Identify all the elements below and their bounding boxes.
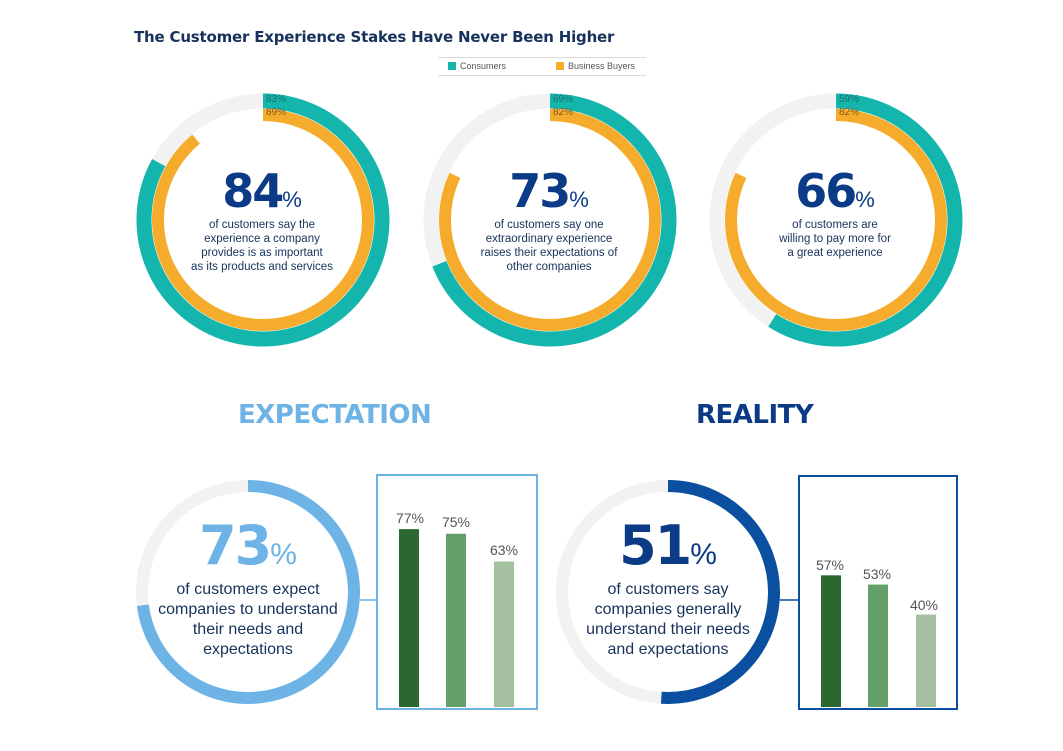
bar <box>821 575 841 707</box>
donut-1-value: 84 <box>222 164 284 218</box>
page-title: The Customer Experience Stakes Have Neve… <box>134 28 615 46</box>
expectation-value: 73 <box>199 514 272 577</box>
donut-buyers-label: 82% <box>839 107 859 118</box>
donut-1-caption-line: provides is as important <box>201 247 323 259</box>
donut-3-text: 66% of customers are willing to pay more… <box>745 168 925 260</box>
reality-caption-line: and expectations <box>607 641 729 658</box>
donut-2-value: 73 <box>509 164 571 218</box>
donut-2-caption-line: raises their expectations of <box>480 247 618 259</box>
expectation-caption-line: of customers expect <box>176 581 320 598</box>
reality-heading: REALITY <box>696 400 814 430</box>
donut-consumers-label: 83% <box>266 94 286 105</box>
expectation-caption-line: expectations <box>203 641 293 658</box>
donut-2-caption: of customers say one extraordinary exper… <box>459 218 639 274</box>
donut-consumers-arc <box>136 93 390 347</box>
bar <box>399 529 419 707</box>
bar <box>868 584 888 707</box>
reality-bar-label: 53% <box>862 566 892 582</box>
reality-bar-label: 40% <box>909 597 939 613</box>
donut-buyers-arc <box>152 109 374 331</box>
legend-label-buyers: Business Buyers <box>568 61 636 71</box>
reality-value: 51 <box>619 514 692 577</box>
legend-swatch-consumers <box>448 62 456 70</box>
donut-3-caption-line: of customers are <box>792 219 878 231</box>
expectation-heading: EXPECTATION <box>238 400 432 430</box>
donut-consumers-label: 69% <box>553 94 573 105</box>
legend-label-consumers: Consumers <box>460 61 507 71</box>
expectation-bar-label: 75% <box>441 514 471 530</box>
big-circle-arc <box>136 480 360 704</box>
donut-consumers-arc <box>432 93 677 347</box>
donut-2-percent: % <box>569 187 589 212</box>
legend-item-consumers: Consumers <box>448 61 506 71</box>
donut-2-caption-line: other companies <box>506 261 592 273</box>
reality-caption-line: of customers say <box>607 581 729 598</box>
bar-box <box>376 474 538 710</box>
expectation-caption: of customers expect companies to underst… <box>138 580 358 660</box>
donut-2-text: 73% of customers say one extraordinary e… <box>459 168 639 274</box>
donut-consumers-arc <box>768 93 963 347</box>
reality-caption-line: companies generally <box>594 601 742 618</box>
legend-swatch-buyers <box>556 62 564 70</box>
donut-2-caption-line: of customers say one <box>494 219 604 231</box>
reality-caption-line: understand their needs <box>586 621 750 638</box>
donut-1-text: 84% of customers say the experience a co… <box>172 168 352 274</box>
bar <box>916 614 936 707</box>
donut-3-caption: of customers are willing to pay more for… <box>745 218 925 260</box>
donut-3-value: 66 <box>795 164 857 218</box>
big-circle-arc <box>660 480 780 704</box>
donut-1-caption-line: as its products and services <box>191 261 333 273</box>
legend: Consumers Business Buyers <box>438 57 646 76</box>
reality-bar-label: 57% <box>815 557 845 573</box>
donut-buyers-label: 89% <box>266 107 286 118</box>
reality-text: 51% of customers say companies generally… <box>558 518 778 660</box>
donut-1-caption-line: experience a company <box>204 233 320 245</box>
donut-buyers-label: 82% <box>553 107 573 118</box>
legend-item-buyers: Business Buyers <box>556 61 635 71</box>
expectation-percent: % <box>270 538 297 571</box>
donut-1-percent: % <box>282 187 302 212</box>
expectation-caption-line: companies to understand <box>158 601 338 618</box>
bar-box <box>798 475 958 710</box>
bar <box>494 561 514 707</box>
expectation-text: 73% of customers expect companies to und… <box>138 518 358 660</box>
bar <box>446 533 466 707</box>
donut-3-caption-line: a great experience <box>787 247 883 259</box>
reality-percent: % <box>690 538 717 571</box>
donut-3-percent: % <box>855 187 875 212</box>
expectation-bar-label: 77% <box>395 510 425 526</box>
expectation-caption-line: their needs and <box>192 621 304 638</box>
donut-1-caption: of customers say the experience a compan… <box>172 218 352 274</box>
donut-consumers-label: 59% <box>839 94 859 105</box>
donut-1-caption-line: of customers say the <box>208 219 316 231</box>
donut-buyers-arc <box>725 109 947 331</box>
donut-2-caption-line: extraordinary experience <box>485 233 613 245</box>
reality-caption: of customers say companies generally und… <box>558 580 778 660</box>
expectation-bar-label: 63% <box>489 542 519 558</box>
donut-buyers-arc <box>439 109 661 331</box>
donut-3-caption-line: willing to pay more for <box>779 233 891 245</box>
